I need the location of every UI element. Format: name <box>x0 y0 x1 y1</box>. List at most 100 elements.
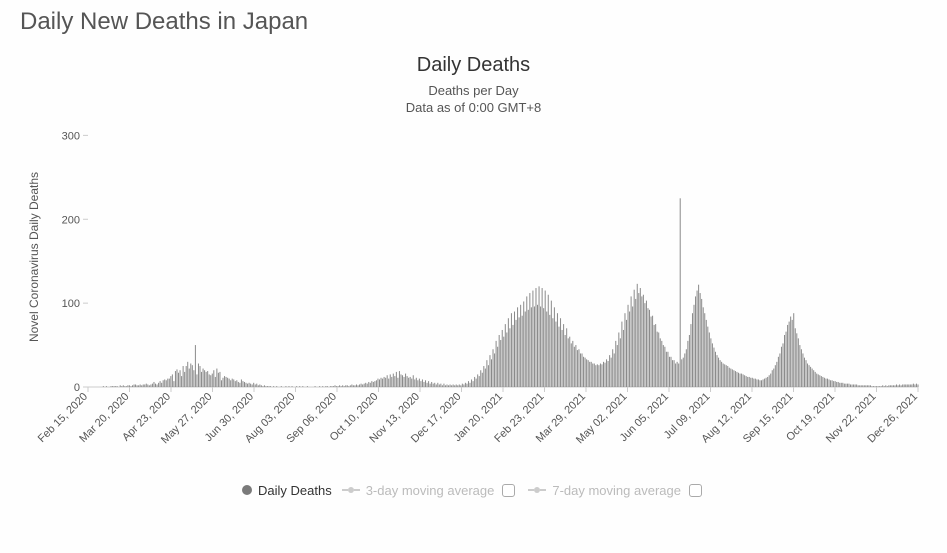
bar <box>425 380 426 387</box>
legend-checkbox-ma7[interactable] <box>689 484 702 497</box>
bar <box>853 384 854 387</box>
bar <box>606 359 607 387</box>
bar <box>506 332 507 387</box>
bar <box>592 363 593 386</box>
bar <box>402 375 403 387</box>
bar <box>605 362 606 386</box>
bar <box>302 386 303 387</box>
bar <box>839 383 840 387</box>
bar <box>330 386 331 387</box>
bar <box>614 353 615 387</box>
bar <box>858 385 859 387</box>
bar <box>585 357 586 386</box>
legend-item-ma3[interactable]: 3-day moving average <box>342 481 519 500</box>
bar <box>288 386 289 387</box>
legend-label: Daily Deaths <box>258 483 332 498</box>
bar <box>704 313 705 387</box>
bar <box>353 385 354 387</box>
legend-label: 3-day moving average <box>366 483 495 498</box>
bar <box>810 367 811 387</box>
bar <box>882 385 883 387</box>
bar <box>651 316 652 386</box>
bar <box>824 378 825 387</box>
bar <box>440 383 441 386</box>
bar <box>503 336 504 386</box>
bar <box>396 372 397 387</box>
chart-subtitle: Deaths per Day Data as of 0:00 GMT+8 <box>20 83 927 117</box>
bar <box>333 386 334 387</box>
legend-item-daily[interactable]: Daily Deaths <box>242 483 332 498</box>
bar <box>565 335 566 387</box>
bar <box>755 378 756 386</box>
bar <box>721 362 722 387</box>
bar <box>232 378 233 386</box>
bar <box>695 296 696 387</box>
bar <box>239 383 240 387</box>
bar <box>635 299 636 387</box>
bar <box>588 360 589 387</box>
bar <box>184 372 185 387</box>
bar <box>641 296 642 387</box>
bar <box>500 340 501 387</box>
bar <box>296 386 297 387</box>
bar <box>865 385 866 387</box>
bar <box>608 361 609 387</box>
bar <box>600 363 601 386</box>
bar <box>540 306 541 387</box>
bar <box>410 377 411 387</box>
legend-checkbox-ma3[interactable] <box>502 484 515 497</box>
bar <box>235 381 236 387</box>
bar <box>652 315 653 386</box>
bar <box>255 384 256 387</box>
bar <box>543 308 544 387</box>
bar <box>399 371 400 387</box>
bar <box>698 284 699 386</box>
bar <box>397 378 398 387</box>
bar <box>894 385 895 387</box>
bar <box>127 385 128 387</box>
bar <box>821 376 822 387</box>
chart-title: Daily Deaths <box>20 54 927 77</box>
bar <box>735 371 736 387</box>
bar <box>914 384 915 387</box>
bar <box>331 386 332 387</box>
bar <box>176 369 177 387</box>
bar <box>382 378 383 386</box>
bar <box>546 311 547 386</box>
bar <box>905 384 906 387</box>
bar <box>577 350 578 387</box>
bar <box>180 370 181 387</box>
bar <box>531 307 532 387</box>
bar <box>325 386 326 387</box>
bar <box>775 365 776 387</box>
legend-item-ma7[interactable]: 7-day moving average <box>528 481 705 500</box>
bar <box>902 384 903 387</box>
bar <box>496 341 497 387</box>
bar <box>376 380 377 387</box>
bar <box>147 384 148 387</box>
bar <box>560 318 561 387</box>
bar <box>802 353 803 387</box>
bar <box>448 385 449 387</box>
bar <box>741 373 742 386</box>
bar <box>887 386 888 387</box>
bar <box>477 374 478 387</box>
bar <box>690 324 691 387</box>
bar <box>339 385 340 387</box>
bar <box>557 313 558 387</box>
bar <box>859 385 860 387</box>
bar <box>647 308 648 387</box>
bar <box>223 378 224 387</box>
bar <box>715 352 716 387</box>
bar <box>841 383 842 387</box>
bar <box>442 385 443 387</box>
bar <box>123 385 124 387</box>
bar <box>466 383 467 386</box>
bar <box>598 365 599 387</box>
bar <box>848 383 849 386</box>
bar <box>562 330 563 387</box>
bar <box>158 383 159 387</box>
bar <box>838 382 839 387</box>
bar <box>420 381 421 387</box>
bar <box>655 324 656 387</box>
